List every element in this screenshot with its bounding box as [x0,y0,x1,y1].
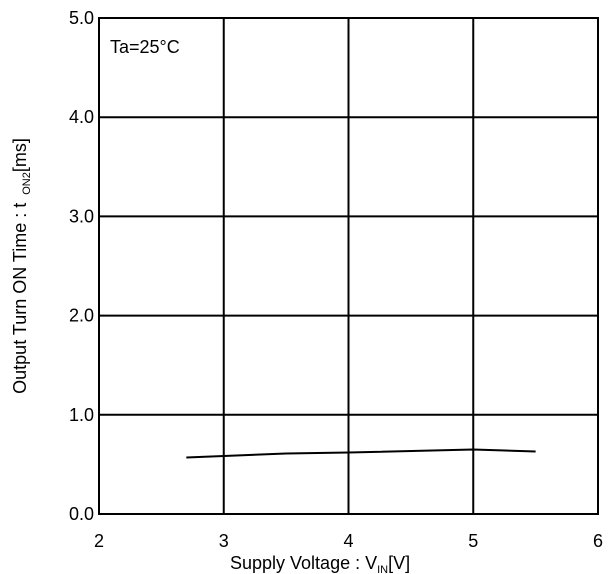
x-tick-label: 4 [343,531,353,551]
plot-frame [98,17,599,515]
series-group [186,448,536,459]
grid-lines [99,18,598,514]
x-axis-label-sub: IN [377,564,388,574]
y-axis-label-unit: [ms] [10,138,30,172]
y-axis-label-sub: ON2 [21,172,33,195]
y-tick-labels: 0.0 1.0 2.0 3.0 4.0 5.0 [69,8,94,524]
y-tick-label: 1.0 [69,405,94,425]
y-tick-label: 5.0 [69,8,94,28]
x-tick-label: 5 [468,531,478,551]
y-tick-label: 3.0 [69,206,94,226]
x-tick-label: 3 [219,531,229,551]
y-axis-label-main: Output Turn ON Time : t [10,203,30,394]
x-tick-label: 2 [94,531,104,551]
x-tick-labels: 2 3 4 5 6 [94,531,603,551]
y-axis-label: Output Turn ON Time : t ON2[ms] [10,138,33,394]
x-axis-label-unit: [V] [388,553,410,573]
y-tick-label: 2.0 [69,306,94,326]
y-tick-label: 0.0 [69,504,94,524]
y-tick-label: 4.0 [69,107,94,127]
series-line [186,448,536,459]
annotation-temperature: Ta=25°C [110,37,180,57]
x-tick-label: 6 [593,531,603,551]
x-axis-label-main: Supply Voltage : V [230,553,377,573]
x-axis-label: Supply Voltage : VIN[V] [230,553,410,574]
